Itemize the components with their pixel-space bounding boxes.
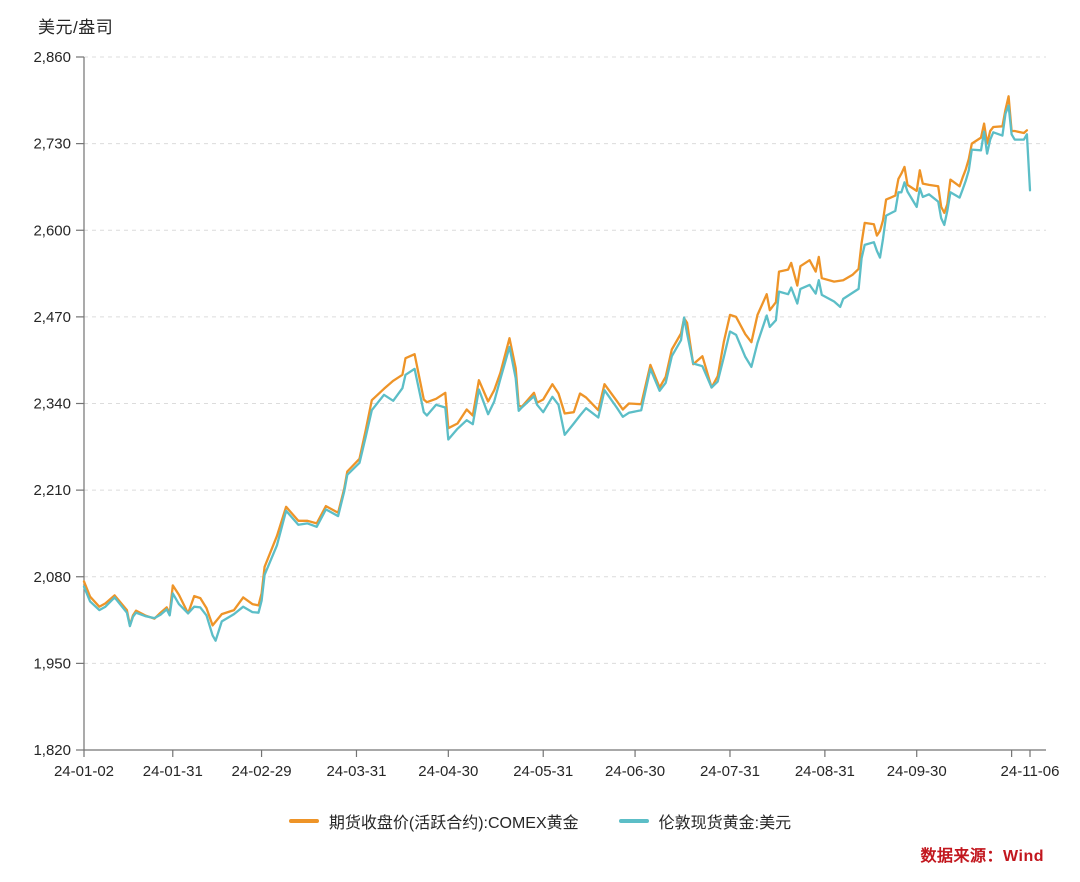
x-tick-label: 24-03-31 (326, 763, 386, 780)
legend-line-comex-futures (288, 819, 319, 823)
y-tick-label: 2,210 (33, 482, 71, 499)
x-tick-label: 24-11-06 (1001, 763, 1060, 780)
legend-line-london-spot (618, 819, 649, 823)
x-tick-label: 24-04-30 (418, 763, 478, 780)
x-tick-label: 24-05-31 (513, 763, 573, 780)
y-tick-label: 2,340 (33, 396, 71, 413)
y-tick-label: 2,470 (33, 309, 71, 326)
data-source-label: 数据来源：Wind (920, 848, 1044, 865)
y-tick-label: 2,860 (33, 49, 71, 66)
x-tick-label: 24-01-02 (54, 763, 114, 780)
legend-label-london-spot: 伦敦现货黄金:美元 (658, 815, 792, 832)
legend-item-comex-futures: 期货收盘价(活跃合约):COMEX黄金 (288, 809, 579, 833)
chart-legend: 期货收盘价(活跃合约):COMEX黄金 伦敦现货黄金:美元 (0, 809, 1080, 833)
y-tick-label: 2,730 (33, 136, 71, 153)
series-line-0 (82, 95, 1029, 627)
series-line-1 (82, 104, 1032, 642)
x-tick-label: 24-01-31 (143, 763, 203, 780)
y-tick-label: 2,600 (33, 222, 71, 239)
x-tick-label: 24-08-31 (795, 763, 855, 780)
x-tick-label: 24-06-30 (605, 763, 665, 780)
y-tick-label: 2,080 (33, 569, 71, 586)
x-tick-label: 24-07-31 (700, 763, 760, 780)
x-tick-label: 24-09-30 (887, 763, 947, 780)
y-axis-unit-label: 美元/盎司 (38, 18, 114, 37)
x-tick-label: 24-02-29 (232, 763, 292, 780)
y-tick-label: 1,820 (33, 742, 71, 759)
legend-item-london-spot: 伦敦现货黄金:美元 (618, 809, 792, 833)
y-tick-label: 1,950 (33, 655, 71, 672)
legend-label-comex-futures: 期货收盘价(活跃合约):COMEX黄金 (328, 815, 579, 832)
